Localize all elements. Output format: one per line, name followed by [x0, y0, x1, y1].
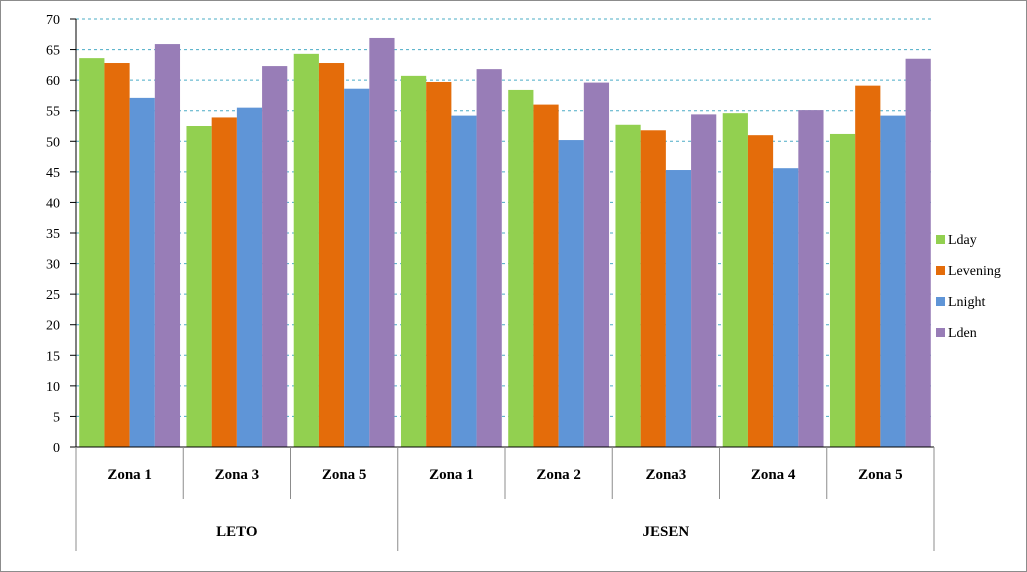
y-tick-label: 40 [46, 196, 60, 211]
bar-levening [104, 63, 130, 447]
bar-lnight [773, 168, 799, 447]
bar-lnight [558, 140, 584, 447]
bar-lday [186, 126, 212, 447]
legend-swatch [936, 297, 945, 306]
y-tick-label: 35 [46, 227, 60, 242]
bar-lden [476, 69, 502, 447]
category-label: Zona 4 [751, 467, 796, 483]
bar-lnight [451, 115, 477, 447]
group-label: JESEN [643, 524, 690, 540]
bar-lday [722, 113, 748, 447]
bar-lday [79, 58, 105, 447]
bar-levening [855, 85, 881, 447]
category-label: Zona 5 [322, 467, 367, 483]
y-tick-label: 0 [53, 441, 60, 456]
legend-swatch [936, 328, 945, 337]
bar-lden [691, 114, 717, 447]
bar-lnight [880, 115, 906, 447]
legend-label: Lden [948, 326, 977, 341]
y-tick-label: 20 [46, 319, 60, 334]
y-tick-label: 55 [46, 105, 60, 120]
y-tick-label: 65 [46, 44, 60, 59]
y-tick-label: 25 [46, 288, 60, 303]
bar-levening [747, 135, 774, 447]
y-tick-label: 10 [46, 380, 60, 395]
bar-lnight [665, 170, 692, 447]
bar-levening [640, 130, 666, 447]
legend-swatch [936, 266, 945, 275]
bars [79, 37, 931, 448]
category-label: Zona 1 [107, 467, 152, 483]
category-label: Zona 2 [536, 467, 581, 483]
category-label: Zona 1 [429, 467, 474, 483]
bar-lday [829, 133, 856, 447]
bar-lden [262, 66, 288, 447]
bar-lden [583, 82, 610, 448]
legend: Lday Levening Lnight Lden [936, 233, 1001, 341]
y-tick-label: 50 [46, 135, 60, 150]
bar-lden [798, 110, 824, 448]
category-label: Zona 5 [858, 467, 903, 483]
legend-label: Lday [948, 233, 977, 248]
bar-lnight [236, 107, 263, 448]
y-tick-label: 45 [46, 166, 60, 181]
legend-label: Levening [948, 264, 1001, 279]
category-label: Zona3 [645, 467, 686, 483]
legend-label: Lnight [948, 295, 985, 310]
bar-lden [154, 44, 181, 447]
bar-lday [293, 53, 319, 447]
bar-levening [318, 63, 345, 447]
legend-swatch [936, 235, 945, 244]
bar-lday [400, 75, 427, 447]
bar-lday [508, 89, 534, 447]
category-label: Zona 3 [215, 467, 260, 483]
bar-lden [905, 58, 931, 447]
bar-lday [615, 124, 641, 447]
bar-levening [533, 104, 559, 447]
y-tick-label: 5 [53, 410, 60, 425]
y-tick-label: 60 [46, 74, 60, 89]
bar-lden [369, 37, 395, 447]
bar-levening [426, 81, 452, 447]
bar-lnight [344, 88, 370, 448]
group-label: LETO [216, 524, 257, 540]
y-tick-label: 70 [46, 13, 60, 28]
y-tick-label: 30 [46, 258, 60, 273]
bar-lnight [129, 97, 155, 448]
axes: 0 5 10 15 20 25 30 35 40 45 50 55 60 65 70 Zona 1 Zona 3… [46, 13, 935, 551]
bar-levening [211, 117, 237, 447]
y-tick-label: 15 [46, 349, 60, 364]
